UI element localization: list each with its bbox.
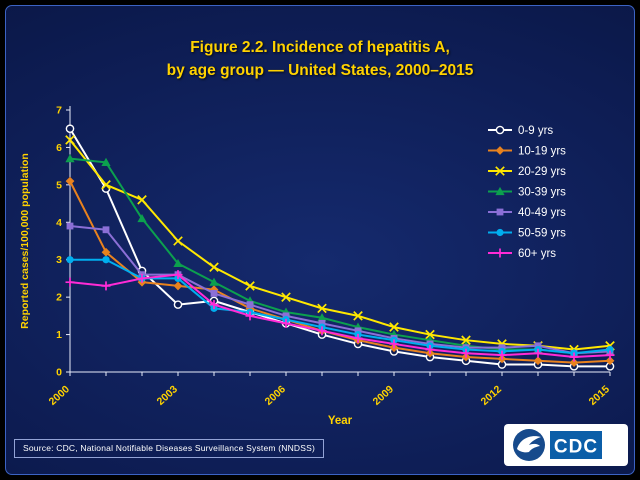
series-line <box>69 258 611 355</box>
cdc-logo-box <box>550 431 602 459</box>
series-line <box>69 138 611 351</box>
chart-title-line2: by age group — United States, 2000–2015 <box>166 62 474 80</box>
series-line <box>69 127 611 368</box>
x-axis-title: Year <box>328 415 353 427</box>
y-tick-label: 1 <box>56 329 62 341</box>
cdc-logo-text: CDC <box>554 437 598 458</box>
chart-title-line1: Figure 2.2. Incidence of hepatitis A, <box>190 39 450 56</box>
slide-background: Figure 2.2. Incidence of hepatitis A, by… <box>5 5 635 475</box>
x-tick-label: 2003 <box>155 383 181 408</box>
legend-label: 30-39 yrs <box>518 187 566 199</box>
legend-label: 10-19 yrs <box>518 146 566 158</box>
series-line <box>69 273 611 359</box>
y-tick-label: 4 <box>56 217 62 229</box>
legend-label: 20-29 yrs <box>518 166 566 178</box>
legend-item-0-9-yrs: 0-9 yrs <box>488 125 553 137</box>
y-tick-label: 3 <box>56 254 62 266</box>
logo-box: CDC <box>504 424 628 466</box>
series-50-59-yrs <box>66 256 614 357</box>
chart-title: Figure 2.2. Incidence of hepatitis A, by… <box>6 36 634 83</box>
x-tick-label: 2006 <box>263 383 289 408</box>
cdc-logo: CDC <box>550 431 602 459</box>
series-line <box>69 225 611 355</box>
y-tick-label: 5 <box>56 179 62 191</box>
legend-label: 60+ yrs <box>518 248 556 260</box>
legend-item-60+-yrs: 60+ yrs <box>488 248 556 260</box>
legend-label: 0-9 yrs <box>518 125 553 137</box>
logos-svg: CDC <box>513 429 602 461</box>
hepatitis-incidence-line-chart: 0 1 2 3 4 5 6 7 2000 2003 2006 2009 2012 2015 Year Repo… <box>19 105 615 427</box>
x-tick-label: 2000 <box>47 383 73 408</box>
legend-item-10-19-yrs: 10-19 yrs <box>488 146 566 158</box>
legend-item-30-39-yrs: 30-39 yrs <box>488 187 566 199</box>
legend-item-40-49-yrs: 40-49 yrs <box>488 207 566 219</box>
legend-item-50-59-yrs: 50-59 yrs <box>488 228 566 240</box>
series-40-49-yrs <box>66 222 614 357</box>
series-60+-yrs <box>65 270 615 362</box>
y-tick-label: 7 <box>56 105 62 117</box>
legend: 0-9 yrs 10-19 yrs 20-29 yrs 30-39 yrs 40-49 … <box>488 125 566 260</box>
x-tick-label: 2015 <box>587 383 613 408</box>
legend-label: 40-49 yrs <box>518 207 566 219</box>
y-axis-title: Reported cases/100,000 population <box>19 153 31 329</box>
legend-label: 50-59 yrs <box>518 228 566 240</box>
source-note: Source: CDC, National Notifiable Disease… <box>14 439 325 458</box>
x-tick-label: 2009 <box>371 383 397 408</box>
legend-item-20-29-yrs: 20-29 yrs <box>488 166 566 178</box>
x-tick-label: 2012 <box>479 383 505 408</box>
hhs-logo <box>513 429 545 461</box>
hhs-eagle-icon <box>517 436 541 453</box>
y-tick-label: 0 <box>56 367 62 379</box>
y-tick-label: 2 <box>56 292 62 304</box>
y-tick-label: 6 <box>56 142 62 154</box>
